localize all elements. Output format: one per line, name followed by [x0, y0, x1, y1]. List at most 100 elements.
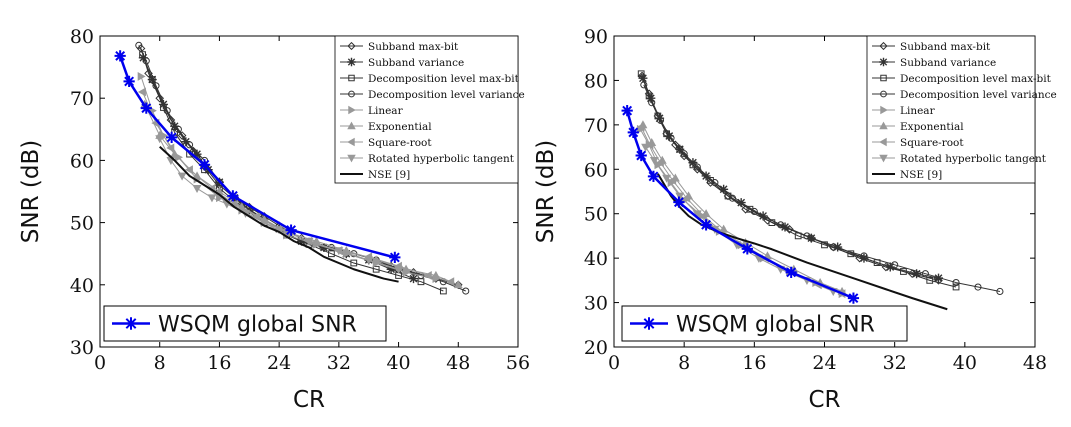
legend-label: Exponential [900, 121, 964, 133]
legend-wsqm: WSQM global SNR [621, 305, 908, 342]
legend-wsqm-box [621, 305, 908, 342]
data-point [921, 270, 929, 278]
legend-marker [347, 57, 356, 67]
data-point [439, 287, 447, 295]
data-point [912, 269, 922, 279]
legend-item: Subband variance [340, 57, 464, 69]
legend: Subband max-bit Subband variance Decomposi… [334, 35, 525, 184]
data-point [215, 178, 223, 186]
chart-2: 0 8 16 24 32 40 48 20 30 40 50 60 70 80 90 CR SNR (dB) Su… [533, 26, 1057, 413]
legend-label: Linear [368, 105, 404, 117]
data-point [649, 157, 659, 166]
legend-label: Decomposition level variance [900, 89, 1057, 101]
data-point [350, 259, 358, 267]
data-point [692, 210, 702, 219]
series-decomposition-level-variance [640, 81, 1004, 296]
data-point [646, 93, 656, 103]
x-tick-label: 8 [678, 352, 690, 374]
series-rotated-hyperbolic-tangent [641, 143, 838, 297]
legend-label: Subband variance [900, 57, 996, 69]
legend: Subband max-bit Subband variance Decomposi… [866, 35, 1057, 184]
data-point [181, 137, 191, 147]
data-point [170, 121, 180, 131]
data-point [821, 241, 828, 249]
data-point [671, 140, 680, 150]
legend-marker [347, 137, 355, 147]
y-tick-label: 40 [584, 248, 608, 270]
x-tick-label: 0 [94, 352, 106, 374]
data-point [192, 149, 202, 159]
y-tick-label: 40 [70, 275, 94, 297]
data-point [423, 271, 432, 280]
data-point [635, 149, 647, 162]
legend-label: Decomposition level variance [368, 89, 525, 101]
data-point [662, 174, 672, 183]
legend-marker [879, 57, 888, 67]
legend-marker [880, 105, 888, 115]
x-tick-label: 56 [506, 352, 530, 374]
data-point [140, 102, 152, 114]
data-point [891, 261, 899, 269]
data-point [645, 92, 653, 100]
legend-wsqm-label: WSQM global SNR [676, 313, 875, 338]
legend-label: NSE [9] [900, 169, 942, 181]
x-tick-label: 16 [207, 352, 231, 374]
data-point [304, 237, 314, 246]
legend-item: Rotated hyperbolic tangent [872, 153, 1047, 165]
legend-item: NSE [9] [340, 169, 410, 181]
data-point [682, 193, 691, 203]
data-point [394, 265, 404, 274]
data-point [847, 250, 855, 258]
data-point [137, 71, 146, 81]
x-tick-label: 40 [386, 352, 410, 374]
data-point [621, 105, 633, 117]
legend-item: Decomposition level max-bit [872, 73, 1052, 85]
data-point [777, 221, 785, 229]
series-line [118, 55, 396, 259]
data-point [462, 287, 470, 295]
legend-label: Square-root [900, 137, 964, 149]
chart-1: 0 8 16 24 32 40 48 56 30 40 50 60 70 80 CR SNR (dB) Subb… [18, 26, 530, 413]
data-point [155, 93, 165, 103]
data-point [177, 172, 187, 181]
series-line [640, 126, 843, 295]
x-tick-label: 48 [446, 352, 470, 374]
plot-area [621, 70, 1004, 311]
x-tick-label: 16 [742, 352, 766, 374]
y-tick-label: 20 [584, 337, 608, 359]
legend-label: Decomposition level max-bit [368, 73, 520, 85]
data-point [123, 75, 135, 88]
y-tick-label: 60 [70, 150, 94, 172]
data-point [667, 134, 675, 142]
data-point [177, 131, 187, 140]
legend-wsqm-label: WSQM global SNR [158, 313, 357, 338]
data-point [728, 194, 736, 202]
y-tick-label: 50 [70, 213, 94, 235]
data-point [833, 242, 843, 252]
y-tick-label: 70 [70, 88, 94, 110]
x-tick-label: 32 [883, 352, 907, 374]
legend-marker [880, 90, 887, 98]
series-line [645, 146, 834, 292]
legend-label: Subband max-bit [900, 41, 991, 53]
data-point [750, 207, 758, 216]
legend-marker [348, 105, 356, 115]
x-axis-label: CR [293, 387, 325, 413]
legend-label: Exponential [368, 121, 432, 133]
data-point [711, 179, 719, 187]
data-point [707, 177, 714, 184]
plot-frame [99, 35, 519, 348]
data-point [174, 125, 182, 133]
legend-item: Exponential [872, 121, 964, 133]
data-point [746, 205, 754, 213]
data-point [186, 141, 194, 149]
data-point [647, 170, 660, 183]
data-point [640, 81, 648, 89]
legend-marker [879, 41, 888, 51]
data-point [656, 116, 665, 124]
data-point [648, 99, 656, 107]
data-point [207, 194, 217, 203]
data-point [409, 274, 418, 284]
data-point [319, 242, 329, 252]
y-tick-label: 30 [70, 337, 94, 359]
